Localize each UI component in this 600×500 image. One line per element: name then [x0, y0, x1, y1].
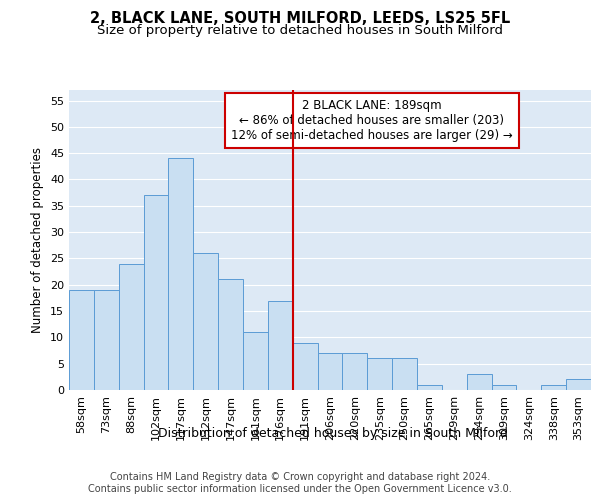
Text: Size of property relative to detached houses in South Milford: Size of property relative to detached ho…: [97, 24, 503, 37]
Bar: [541, 384, 566, 390]
Bar: [343, 353, 367, 390]
Bar: [317, 353, 343, 390]
Bar: [268, 300, 293, 390]
Text: Contains HM Land Registry data © Crown copyright and database right 2024.
Contai: Contains HM Land Registry data © Crown c…: [88, 472, 512, 494]
Bar: [417, 384, 442, 390]
Bar: [69, 290, 94, 390]
Bar: [293, 342, 317, 390]
Bar: [143, 196, 169, 390]
Bar: [94, 290, 119, 390]
Bar: [491, 384, 517, 390]
Bar: [169, 158, 193, 390]
Bar: [566, 380, 591, 390]
Bar: [243, 332, 268, 390]
Bar: [218, 280, 243, 390]
Y-axis label: Number of detached properties: Number of detached properties: [31, 147, 44, 333]
Text: Distribution of detached houses by size in South Milford: Distribution of detached houses by size …: [158, 428, 508, 440]
Bar: [119, 264, 143, 390]
Text: 2 BLACK LANE: 189sqm
← 86% of detached houses are smaller (203)
12% of semi-deta: 2 BLACK LANE: 189sqm ← 86% of detached h…: [231, 99, 512, 142]
Bar: [392, 358, 417, 390]
Bar: [367, 358, 392, 390]
Bar: [193, 253, 218, 390]
Bar: [467, 374, 491, 390]
Text: 2, BLACK LANE, SOUTH MILFORD, LEEDS, LS25 5FL: 2, BLACK LANE, SOUTH MILFORD, LEEDS, LS2…: [90, 11, 510, 26]
